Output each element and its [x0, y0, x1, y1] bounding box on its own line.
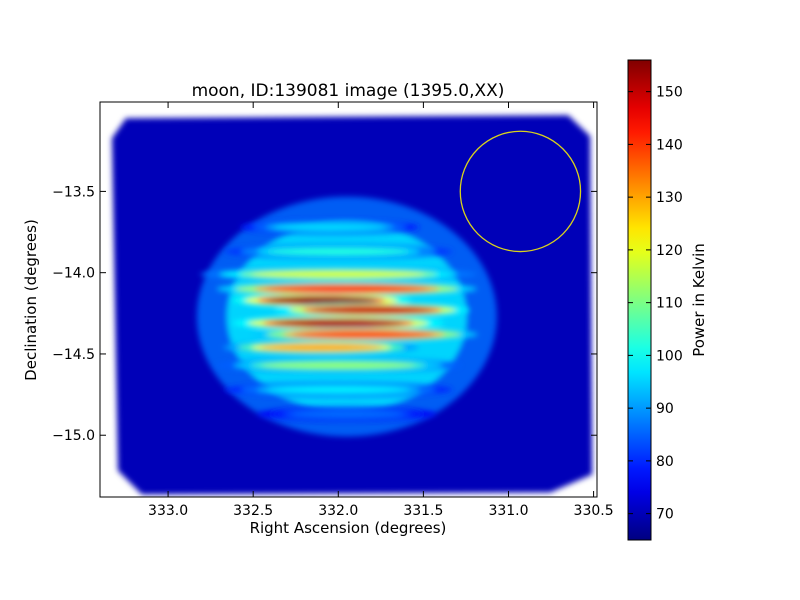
colorbar-tick-label: 100 [656, 348, 683, 364]
fringe-band-8-level-3 [259, 344, 383, 351]
x-axis-label: Right Ascension (degrees) [250, 519, 447, 537]
x-tick-label: 331.0 [488, 503, 528, 519]
x-tick-label: 332.0 [318, 503, 358, 519]
y-tick-label: −15.0 [52, 428, 95, 444]
colorbar: 70 80 90 100 110 120 130 140 150 Power in Kelvin [627, 59, 708, 541]
y-tick-label: −13.5 [52, 184, 95, 200]
x-tick-label: 333.0 [148, 503, 188, 519]
x-tick-label: 332.5 [233, 503, 273, 519]
colorbar-ticks: 70 80 90 100 110 120 130 140 150 [628, 85, 683, 523]
beam-circle [459, 130, 582, 253]
fringe-band-6-level-3 [271, 319, 405, 327]
fringe-band-0-level-3 [273, 223, 386, 231]
x-tick-label: 331.5 [403, 503, 443, 519]
y-tick-label: −14.5 [52, 347, 95, 363]
fringe-band-7-level-3 [292, 331, 436, 338]
colorbar-tick-label: 150 [656, 85, 683, 101]
plot-area: 333.0 332.5 332.0 331.5 331.0 330.5 −13.5 −14.… [52, 101, 614, 519]
colorbar-label: Power in Kelvin [690, 243, 708, 357]
fringe-band-1-level-3 [266, 248, 410, 255]
y-axis-label: Declination (degrees) [22, 219, 40, 381]
colorbar-tick-label: 140 [656, 137, 683, 153]
x-axis-ticks: 333.0 332.5 332.0 331.5 331.0 330.5 [148, 102, 614, 519]
colorbar-tick-label: 90 [656, 401, 674, 417]
y-tick-label: −14.0 [52, 266, 95, 282]
heatmap-image [111, 115, 593, 495]
fringe-band-4-level-3 [265, 296, 378, 304]
fringe-bands [199, 220, 478, 422]
y-axis-ticks: −13.5 −14.0 −14.5 −15.0 [52, 184, 597, 444]
fringe-band-10-level-3 [266, 386, 410, 394]
fringe-band-2-level-3 [251, 270, 426, 278]
fringe-band-9-level-3 [261, 361, 415, 369]
colorbar-frame [627, 59, 652, 541]
chart-title: moon, ID:139081 image (1395.0,XX) [192, 81, 505, 101]
colorbar-gradient [628, 60, 651, 540]
colorbar-tick-label: 110 [656, 296, 683, 312]
colorbar-tick-label: 130 [656, 190, 683, 206]
plot-frame [99, 101, 598, 498]
colorbar-tick-label: 70 [656, 507, 674, 523]
fringe-band-3-level-3 [265, 285, 429, 293]
x-tick-label: 330.5 [574, 503, 614, 519]
fringe-band-11-level-3 [290, 410, 403, 418]
fringe-band-5-level-3 [311, 306, 434, 314]
colorbar-tick-label: 120 [656, 243, 683, 259]
colorbar-tick-label: 80 [656, 454, 674, 470]
